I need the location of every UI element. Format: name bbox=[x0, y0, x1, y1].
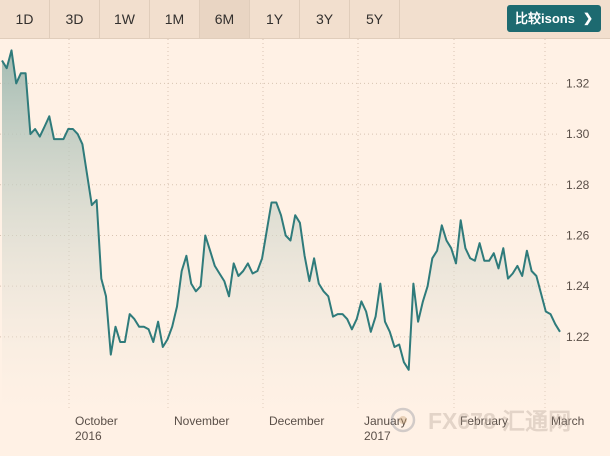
x-tick-label: March bbox=[551, 414, 584, 428]
y-tick-label: 1.30 bbox=[566, 127, 590, 141]
x-tick-label: January bbox=[364, 414, 407, 428]
y-tick-label: 1.26 bbox=[566, 228, 590, 242]
price-line bbox=[1, 49, 561, 371]
range-button-1d[interactable]: 1D bbox=[0, 0, 50, 38]
y-tick-label: 1.32 bbox=[566, 76, 590, 90]
range-button-1m[interactable]: 1M bbox=[150, 0, 200, 38]
range-button-3d[interactable]: 3D bbox=[50, 0, 100, 38]
y-tick-label: 1.28 bbox=[566, 178, 590, 192]
x-tick-label: November bbox=[174, 414, 229, 428]
compare-button[interactable]: 比较isons ❯ bbox=[507, 5, 601, 32]
chevron-right-icon: ❯ bbox=[582, 11, 593, 25]
range-button-3y[interactable]: 3Y bbox=[300, 0, 350, 38]
range-button-1y[interactable]: 1Y bbox=[250, 0, 300, 38]
range-button-5y[interactable]: 5Y bbox=[350, 0, 400, 38]
watermark-logo: FX678 汇通网 bbox=[390, 407, 571, 434]
price-area bbox=[2, 50, 560, 412]
y-axis-labels: 1.32 1.30 1.28 1.26 1.24 1.22 bbox=[566, 76, 590, 344]
x-tick-year: 2017 bbox=[364, 429, 391, 443]
x-tick-label: February bbox=[460, 414, 508, 428]
y-tick-label: 1.22 bbox=[566, 330, 590, 344]
range-button-6m[interactable]: 6M bbox=[200, 0, 250, 38]
compare-button-label: 比较isons bbox=[515, 11, 575, 26]
x-tick-label: October bbox=[75, 414, 118, 428]
x-tick-year: 2016 bbox=[75, 429, 102, 443]
y-tick-label: 1.24 bbox=[566, 279, 590, 293]
range-button-1w[interactable]: 1W bbox=[100, 0, 150, 38]
watermark-text: FX678 汇通网 bbox=[428, 408, 571, 434]
x-tick-label: December bbox=[269, 414, 324, 428]
